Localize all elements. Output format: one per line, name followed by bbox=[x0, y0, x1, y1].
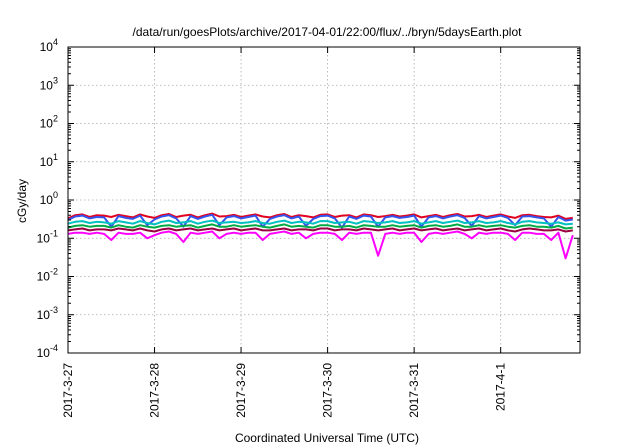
x-tick-label: 2017-3-28 bbox=[148, 363, 162, 418]
y-tick-label: 10-2 bbox=[37, 267, 58, 284]
y-tick-label: 101 bbox=[40, 152, 58, 169]
series-line-5 bbox=[67, 227, 573, 233]
x-tick-label: 2017-3-30 bbox=[321, 363, 335, 418]
y-tick-label: 103 bbox=[40, 75, 58, 92]
series-line-2 bbox=[67, 213, 573, 229]
grid bbox=[68, 47, 580, 353]
y-tick-label: 10-3 bbox=[37, 305, 58, 322]
series-line-6 bbox=[67, 230, 574, 260]
series-lines bbox=[67, 212, 574, 260]
series-line-3 bbox=[67, 219, 573, 226]
y-axis: 104 103 102 101 100 10-1 10-2 10-3 10-4 bbox=[37, 37, 580, 360]
chart-title: /data/run/goesPlots/archive/2017-04-01/2… bbox=[133, 25, 523, 39]
y-tick-label: 104 bbox=[40, 37, 58, 54]
x-tick-label: 2017-3-31 bbox=[407, 363, 421, 418]
x-axis: 2017-3-27 2017-3-28 2017-3-29 2017-3-30 2017… bbox=[61, 47, 508, 418]
y-tick-label: 102 bbox=[40, 114, 58, 131]
y-tick-label: 10-4 bbox=[37, 343, 58, 360]
y-tick-label: 100 bbox=[40, 190, 58, 207]
x-tick-label: 2017-3-29 bbox=[234, 363, 248, 418]
y-tick-label: 10-1 bbox=[37, 228, 58, 245]
series-line-4 bbox=[67, 223, 573, 230]
y-axis-label: cGy/day bbox=[15, 179, 29, 223]
series-line-1 bbox=[67, 212, 573, 220]
x-axis-label: Coordinated Universal Time (UTC) bbox=[235, 431, 419, 445]
x-tick-label: 2017-4-1 bbox=[494, 363, 508, 411]
x-tick-label: 2017-3-27 bbox=[61, 363, 75, 418]
